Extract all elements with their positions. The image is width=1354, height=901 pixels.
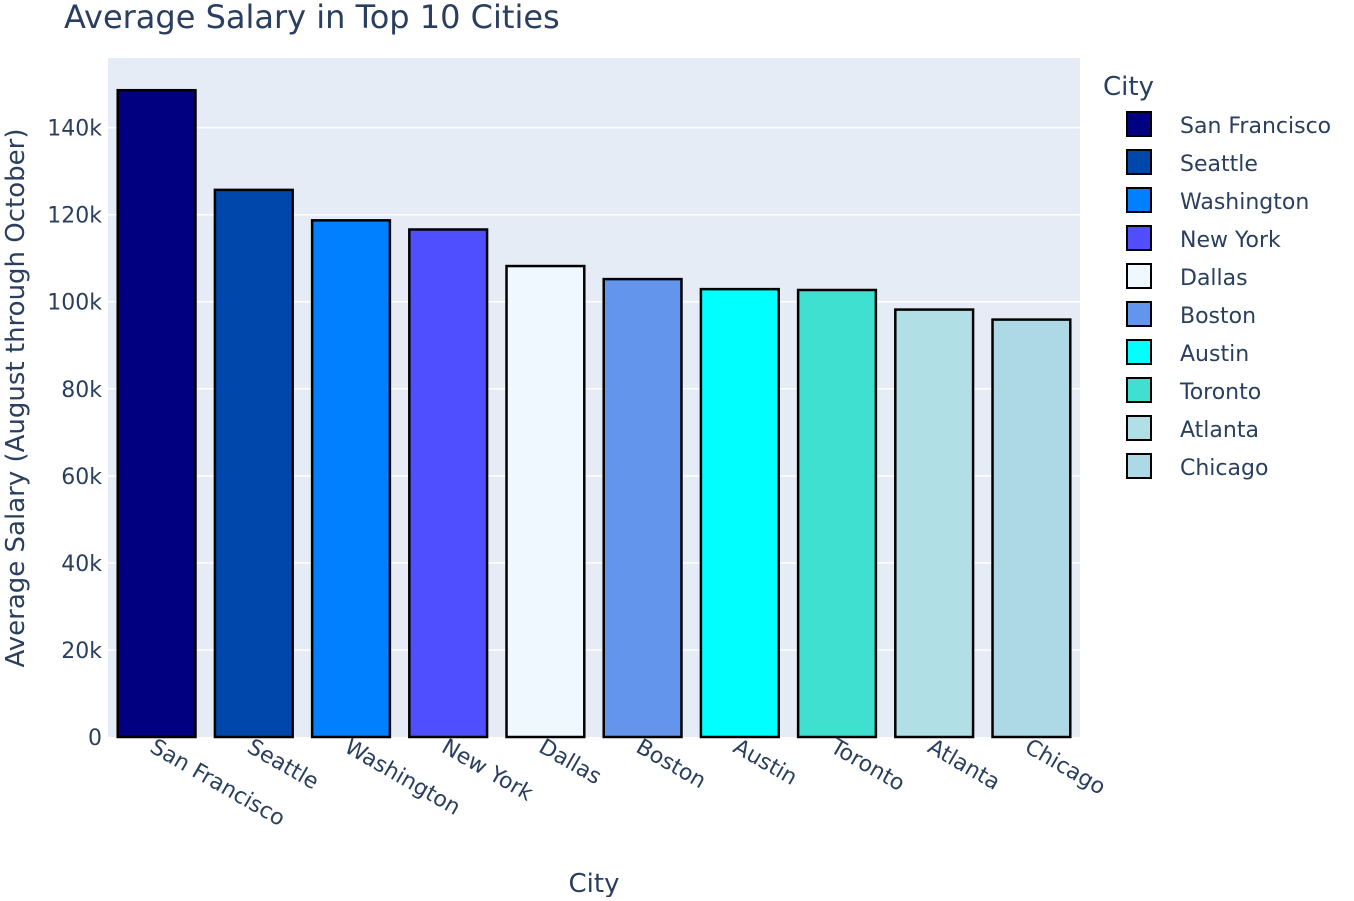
- legend-label[interactable]: Chicago: [1180, 456, 1268, 481]
- bar[interactable]: [116, 88, 197, 739]
- bar[interactable]: [310, 219, 392, 739]
- legend-label[interactable]: New York: [1180, 228, 1281, 253]
- legend-swatch[interactable]: [1126, 415, 1152, 441]
- x-tick-label: Austin: [729, 735, 801, 791]
- legend-swatch[interactable]: [1126, 377, 1152, 403]
- y-axis-label: Average Salary (August through October): [1, 129, 31, 668]
- legend-label[interactable]: Washington: [1180, 190, 1309, 215]
- y-tick-label: 100k: [47, 291, 102, 316]
- chart-title: Average Salary in Top 10 Cities: [64, 0, 560, 36]
- x-tick-label: Seattle: [243, 735, 323, 796]
- bars: [116, 88, 1072, 739]
- legend-label[interactable]: Austin: [1180, 342, 1249, 367]
- bar[interactable]: [796, 288, 878, 739]
- bar[interactable]: [505, 264, 586, 739]
- legend[interactable]: San Francisco Seattle Washington New York Da…: [1126, 111, 1331, 481]
- bar[interactable]: [213, 188, 294, 739]
- bar[interactable]: [602, 277, 683, 739]
- bar[interactable]: [894, 308, 975, 739]
- legend-swatch[interactable]: [1126, 339, 1152, 365]
- legend-label[interactable]: Atlanta: [1180, 418, 1259, 443]
- y-tick-label: 0: [88, 726, 102, 751]
- x-axis-label: City: [569, 869, 620, 897]
- legend-swatch[interactable]: [1126, 149, 1152, 175]
- legend-swatch[interactable]: [1126, 225, 1152, 251]
- y-axis-ticks: 0 20k 40k 60k 80k 100k 120k 140k: [47, 117, 102, 751]
- legend-label[interactable]: Boston: [1180, 304, 1256, 329]
- legend-label[interactable]: Toronto: [1179, 380, 1261, 405]
- legend-swatch[interactable]: [1126, 301, 1152, 327]
- x-tick-label: Boston: [632, 735, 710, 795]
- x-tick-label: Toronto: [825, 734, 909, 797]
- x-tick-label: Chicago: [1020, 735, 1109, 801]
- legend-swatch[interactable]: [1126, 187, 1152, 213]
- legend-swatch[interactable]: [1126, 263, 1152, 289]
- legend-title: City: [1103, 72, 1154, 102]
- legend-label[interactable]: San Francisco: [1180, 114, 1331, 139]
- legend-swatch[interactable]: [1126, 111, 1152, 137]
- y-tick-label: 80k: [61, 378, 102, 403]
- y-tick-label: 120k: [47, 204, 102, 229]
- y-tick-label: 40k: [61, 552, 102, 577]
- bar[interactable]: [408, 228, 489, 739]
- y-tick-label: 60k: [61, 465, 102, 490]
- x-tick-label: Atlanta: [923, 735, 1004, 796]
- legend-swatch[interactable]: [1126, 453, 1152, 479]
- legend-label[interactable]: Seattle: [1180, 152, 1258, 177]
- y-tick-label: 20k: [61, 639, 102, 664]
- y-tick-label: 140k: [47, 117, 102, 142]
- legend-label[interactable]: Dallas: [1180, 266, 1248, 291]
- bar[interactable]: [991, 318, 1072, 739]
- x-tick-label: Dallas: [534, 735, 605, 790]
- bar[interactable]: [699, 287, 780, 739]
